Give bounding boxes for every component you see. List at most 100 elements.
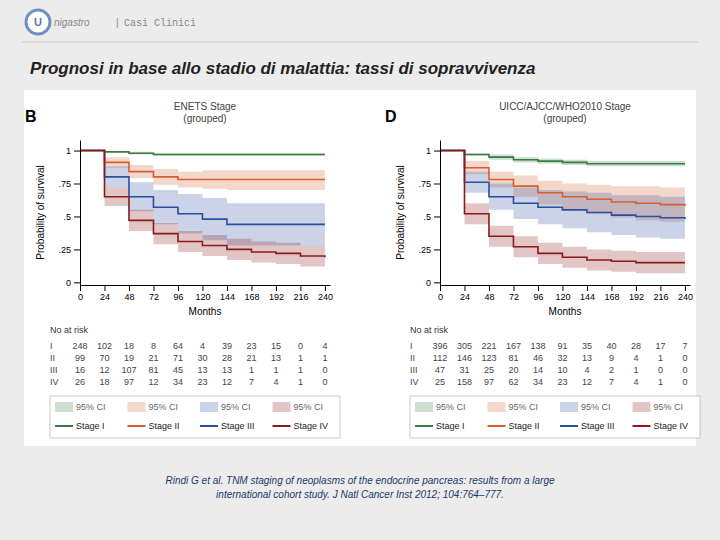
legend-ci-swatch bbox=[55, 402, 73, 412]
legend-line-swatch bbox=[560, 425, 578, 427]
tick-mark bbox=[74, 216, 80, 217]
risk-value: 25 bbox=[484, 365, 494, 375]
figure-box bbox=[24, 90, 696, 446]
x-axis: 024487296120144168192216240 bbox=[78, 285, 333, 302]
tick: 72 bbox=[509, 285, 519, 302]
risk-value: 13 bbox=[222, 365, 232, 375]
risk-value: 123 bbox=[481, 353, 496, 363]
panel-title-line: ENETS Stage bbox=[174, 101, 237, 112]
tick-label: 1 bbox=[426, 146, 431, 156]
legend-line-swatch bbox=[415, 425, 433, 427]
tick-mark bbox=[440, 285, 441, 291]
risk-value: 62 bbox=[508, 377, 518, 387]
tick: 72 bbox=[149, 285, 159, 302]
risk-value: 46 bbox=[533, 353, 543, 363]
citation: Rindi G et al. TNM staging of neoplasms … bbox=[165, 475, 555, 500]
tick-label: .25 bbox=[58, 245, 71, 255]
risk-value: 4 bbox=[633, 377, 638, 387]
panel-title-line: UICC/AJCC/WHO2010 Stage bbox=[499, 101, 631, 112]
risk-title: No at risk bbox=[410, 325, 449, 335]
tick-mark bbox=[434, 184, 440, 185]
panel: 0244872961201441681922162400.25.5.751Mon… bbox=[25, 101, 340, 438]
tick-mark bbox=[80, 285, 81, 291]
risk-value: 138 bbox=[530, 341, 545, 351]
risk-value: 81 bbox=[508, 353, 518, 363]
tick-mark bbox=[464, 285, 465, 291]
risk-value: 9 bbox=[609, 353, 614, 363]
tick: 48 bbox=[124, 285, 134, 302]
tick-mark bbox=[685, 285, 686, 291]
tick-label: .5 bbox=[63, 212, 71, 222]
risk-value: 13 bbox=[197, 365, 207, 375]
x-axis: 024487296120144168192216240 bbox=[438, 285, 693, 302]
risk-title: No at risk bbox=[50, 325, 89, 335]
risk-value: 0 bbox=[658, 365, 663, 375]
risk-row-label: III bbox=[410, 365, 418, 375]
tick-label: 0 bbox=[78, 292, 83, 302]
risk-value: 26 bbox=[75, 377, 85, 387]
tick-label: 216 bbox=[293, 292, 308, 302]
header-text: Casi Clinici bbox=[124, 18, 196, 29]
risk-value: 248 bbox=[72, 341, 87, 351]
tick-label: 0 bbox=[426, 278, 431, 288]
ci-band bbox=[80, 151, 325, 156]
tick-label: 48 bbox=[484, 292, 494, 302]
risk-value: 1 bbox=[298, 377, 303, 387]
risk-value: 35 bbox=[582, 341, 592, 351]
tick-label: 72 bbox=[509, 292, 519, 302]
legend-box bbox=[50, 396, 340, 438]
plot-area bbox=[440, 151, 685, 274]
header-text: | bbox=[116, 17, 119, 28]
legend-line-swatch bbox=[488, 425, 506, 427]
ci-band bbox=[440, 151, 685, 241]
tick-mark bbox=[325, 285, 326, 291]
page: Unigastro|Casi CliniciPrognosi in base a… bbox=[0, 0, 720, 540]
tick-label: 96 bbox=[173, 292, 183, 302]
risk-value: 45 bbox=[173, 365, 183, 375]
tick-mark bbox=[202, 285, 203, 291]
risk-value: 97 bbox=[484, 377, 494, 387]
tick-label: .75 bbox=[58, 179, 71, 189]
tick-label: 0 bbox=[66, 278, 71, 288]
y-axis: 0.25.5.751 bbox=[58, 141, 80, 288]
header-rule bbox=[22, 42, 698, 43]
tick: .75 bbox=[418, 179, 440, 189]
risk-value: 1 bbox=[298, 365, 303, 375]
risk-value: 64 bbox=[173, 341, 183, 351]
panel-title-line: (grouped) bbox=[183, 113, 226, 124]
tick: 96 bbox=[533, 285, 543, 302]
risk-value: 2 bbox=[609, 365, 614, 375]
risk-value: 146 bbox=[457, 353, 472, 363]
axis-line bbox=[81, 285, 331, 286]
risk-value: 221 bbox=[481, 341, 496, 351]
y-axis-title: Probability of survival bbox=[35, 165, 46, 259]
survival-line bbox=[80, 151, 325, 258]
risk-value: 28 bbox=[631, 341, 641, 351]
survival-line bbox=[440, 151, 685, 263]
tick-mark bbox=[660, 285, 661, 291]
tick: 216 bbox=[293, 285, 308, 302]
tick-label: .25 bbox=[418, 245, 431, 255]
title: Prognosi in base allo stadio di malattia… bbox=[30, 59, 535, 78]
survival-line bbox=[440, 151, 685, 220]
tick: 240 bbox=[318, 285, 333, 302]
tick-label: 120 bbox=[195, 292, 210, 302]
risk-value: 7 bbox=[609, 377, 614, 387]
tick-mark bbox=[538, 285, 539, 291]
risk-value: 23 bbox=[197, 377, 207, 387]
tick-label: 144 bbox=[220, 292, 235, 302]
risk-value: 30 bbox=[197, 353, 207, 363]
risk-value: 32 bbox=[557, 353, 567, 363]
legend-ci-swatch bbox=[415, 402, 433, 412]
tick-label: 96 bbox=[533, 292, 543, 302]
ci-band bbox=[80, 151, 325, 270]
risk-value: 1 bbox=[658, 377, 663, 387]
axis-line bbox=[80, 141, 81, 286]
risk-value: 4 bbox=[273, 377, 278, 387]
risk-value: 4 bbox=[584, 365, 589, 375]
risk-value: 7 bbox=[682, 341, 687, 351]
tick: .75 bbox=[58, 179, 80, 189]
risk-value: 1 bbox=[298, 353, 303, 363]
risk-value: 19 bbox=[124, 353, 134, 363]
risk-value: 1 bbox=[658, 353, 663, 363]
